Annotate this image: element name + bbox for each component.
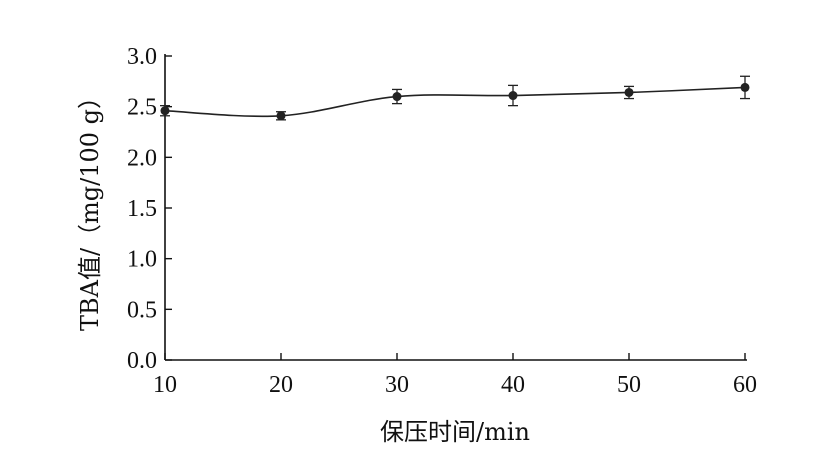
y-tick-label: 3.0 — [127, 44, 157, 70]
y-axis-ticks: 0.0 0.5 1.0 1.5 2.0 2.5 3.0 — [127, 44, 172, 374]
x-tick-label: 30 — [385, 372, 409, 398]
data-point — [624, 87, 634, 97]
x-tick-label: 60 — [733, 372, 757, 398]
series-layer — [160, 75, 750, 121]
x-axis-ticks: 10 20 30 40 50 60 — [153, 353, 757, 398]
y-tick-label: 0.0 — [127, 348, 157, 374]
x-tick-label: 40 — [501, 372, 525, 398]
y-tick-label: 0.5 — [127, 297, 157, 323]
x-tick-label: 50 — [617, 372, 641, 398]
data-point — [160, 106, 170, 116]
y-tick-label: 2.5 — [127, 95, 157, 121]
x-axis-title: 保压时间/min — [380, 418, 530, 446]
data-point — [508, 91, 518, 101]
x-tick-label: 20 — [269, 372, 293, 398]
data-point — [392, 92, 402, 102]
axes — [164, 54, 747, 361]
data-point — [740, 82, 750, 92]
x-tick-label: 10 — [153, 372, 177, 398]
series-line — [164, 86, 746, 118]
y-tick-label: 1.0 — [127, 247, 157, 273]
y-tick-label: 1.5 — [127, 196, 157, 222]
y-tick-label: 2.0 — [127, 145, 157, 171]
data-point — [276, 111, 286, 121]
y-axis-title: TBA值/（mg/100 g） — [76, 85, 104, 331]
